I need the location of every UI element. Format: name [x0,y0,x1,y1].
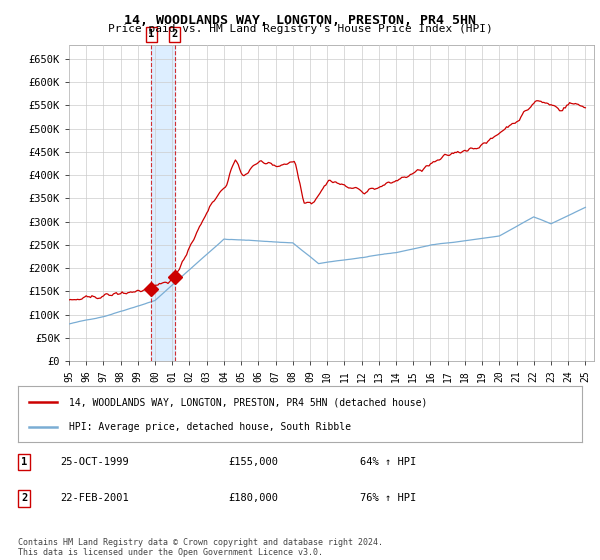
Text: £155,000: £155,000 [228,457,278,467]
Text: Contains HM Land Registry data © Crown copyright and database right 2024.
This d: Contains HM Land Registry data © Crown c… [18,538,383,557]
Text: 1: 1 [21,457,27,467]
Text: 64% ↑ HPI: 64% ↑ HPI [360,457,416,467]
Text: 22-FEB-2001: 22-FEB-2001 [60,493,129,503]
Text: Price paid vs. HM Land Registry's House Price Index (HPI): Price paid vs. HM Land Registry's House … [107,24,493,34]
Text: 2: 2 [21,493,27,503]
Text: 2: 2 [172,29,178,39]
Text: £180,000: £180,000 [228,493,278,503]
Bar [151,45,175,361]
Text: 14, WOODLANDS WAY, LONGTON, PRESTON, PR4 5HN: 14, WOODLANDS WAY, LONGTON, PRESTON, PR4… [124,14,476,27]
Text: 1: 1 [148,29,155,39]
Text: 14, WOODLANDS WAY, LONGTON, PRESTON, PR4 5HN (detached house): 14, WOODLANDS WAY, LONGTON, PRESTON, PR4… [69,397,427,407]
Text: 25-OCT-1999: 25-OCT-1999 [60,457,129,467]
Text: 76% ↑ HPI: 76% ↑ HPI [360,493,416,503]
Text: HPI: Average price, detached house, South Ribble: HPI: Average price, detached house, Sout… [69,422,351,432]
